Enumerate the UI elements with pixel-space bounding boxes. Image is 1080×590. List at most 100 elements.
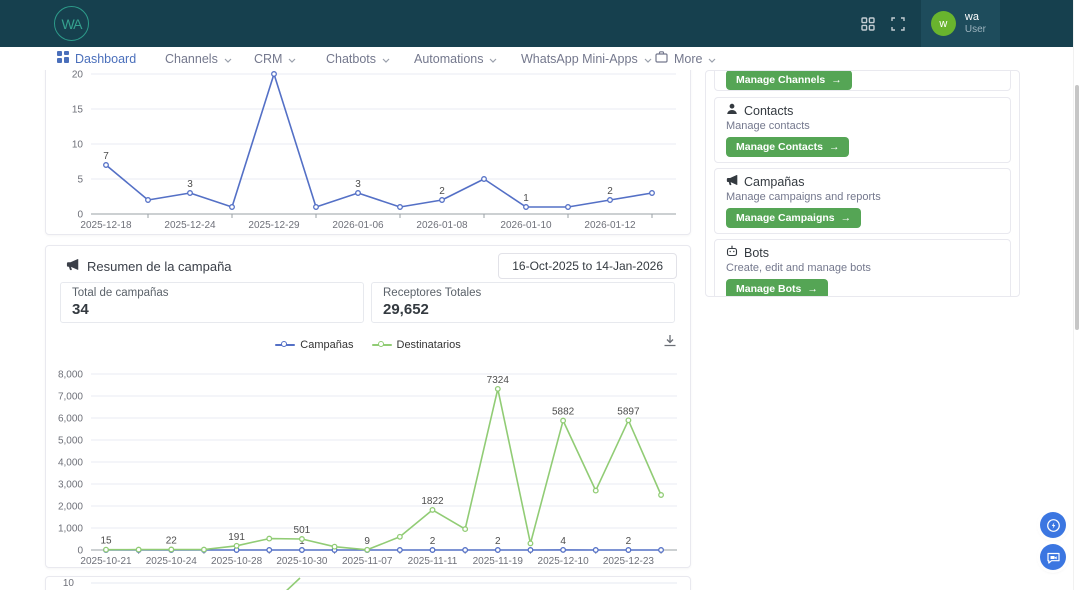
chevron-down-icon xyxy=(224,52,232,66)
svg-text:3: 3 xyxy=(355,179,361,190)
manage-campaigns-button[interactable]: Manage Campaigns → xyxy=(726,208,862,228)
card-description: Create, edit and manage bots xyxy=(726,262,871,274)
chat-fab-button[interactable] xyxy=(1040,544,1066,570)
summary-stats: Total de campañas 34 Receptores Totales … xyxy=(60,282,675,323)
svg-text:8,000: 8,000 xyxy=(58,370,83,381)
dashboard-grid-icon xyxy=(57,51,69,66)
chevron-down-icon xyxy=(489,52,497,66)
campaigns-chart-card: 0 5 10 15 20 2025-12-18 2025-12-24 2025-12-29 20… xyxy=(45,70,691,235)
svg-text:22: 22 xyxy=(166,536,178,547)
svg-text:7: 7 xyxy=(103,151,109,162)
card-description: Manage campaigns and reports xyxy=(726,191,881,203)
svg-text:2025-12-24: 2025-12-24 xyxy=(164,220,216,231)
manage-bots-button[interactable]: Manage Bots → xyxy=(726,279,828,296)
main-menu: Dashboard Channels CRM Chatbots Automati… xyxy=(0,47,1080,70)
card-title: Campañas xyxy=(726,174,999,189)
menu-item-more[interactable]: More xyxy=(655,47,716,70)
card-title: Contacts xyxy=(726,103,999,118)
line-marker-icon xyxy=(371,341,392,349)
partial-line-chart: 10 xyxy=(63,577,677,590)
svg-text:7,000: 7,000 xyxy=(58,392,83,403)
avatar: w xyxy=(930,11,956,36)
svg-text:10: 10 xyxy=(72,140,84,151)
svg-text:3: 3 xyxy=(187,179,193,190)
svg-text:2: 2 xyxy=(439,186,445,197)
svg-text:191: 191 xyxy=(228,532,245,543)
arrow-right-icon: → xyxy=(831,74,842,86)
svg-text:10: 10 xyxy=(63,578,75,589)
svg-text:6,000: 6,000 xyxy=(58,414,83,425)
stat-total-campaigns: Total de campañas 34 xyxy=(60,282,364,323)
svg-text:15: 15 xyxy=(100,536,112,547)
dashboard-content: 0 5 10 15 20 2025-12-18 2025-12-24 2025-12-29 20… xyxy=(0,70,1073,590)
legend-item-campanas[interactable]: Campañas xyxy=(275,339,354,351)
svg-text:2: 2 xyxy=(626,536,632,547)
summary-title: Resumen de la campaña xyxy=(66,258,232,274)
user-role: User xyxy=(964,24,986,35)
svg-text:15: 15 xyxy=(72,105,84,116)
svg-text:5897: 5897 xyxy=(617,406,640,417)
svg-text:2025-11-11: 2025-11-11 xyxy=(408,556,458,567)
card-title: Bots xyxy=(726,245,999,260)
svg-text:5,000: 5,000 xyxy=(58,436,83,447)
page-scrollbar xyxy=(1073,0,1080,590)
manage-contacts-button[interactable]: Manage Contacts → xyxy=(726,137,850,157)
campaigns-line-chart: 0 5 10 15 20 2025-12-18 2025-12-24 2025-12-29 20… xyxy=(72,70,676,231)
app-logo[interactable]: WA xyxy=(54,6,89,41)
svg-text:2026-01-12: 2026-01-12 xyxy=(584,220,636,231)
svg-text:2025-10-24: 2025-10-24 xyxy=(146,556,198,567)
fullscreen-icon[interactable] xyxy=(891,16,905,31)
partial-bottom-chart-card: 10 xyxy=(45,576,691,590)
svg-text:2026-01-08: 2026-01-08 xyxy=(416,220,468,231)
scrollbar-thumb[interactable] xyxy=(1075,85,1079,330)
svg-text:2025-12-10: 2025-12-10 xyxy=(538,556,590,567)
menu-item-crm[interactable]: CRM xyxy=(254,47,296,70)
svg-text:2: 2 xyxy=(607,186,613,197)
app-logo-text: WA xyxy=(61,15,82,32)
apps-grid-icon[interactable] xyxy=(861,16,875,31)
svg-text:9: 9 xyxy=(364,536,370,547)
svg-text:0: 0 xyxy=(77,210,83,221)
menu-item-automations[interactable]: Automations xyxy=(414,47,497,70)
svg-text:4,000: 4,000 xyxy=(58,458,83,469)
download-chart-icon[interactable] xyxy=(663,334,677,351)
svg-text:2025-11-07: 2025-11-07 xyxy=(342,556,393,567)
top-navbar: WA w wa User xyxy=(0,0,1080,47)
svg-text:501: 501 xyxy=(294,525,311,536)
svg-text:1,000: 1,000 xyxy=(58,524,83,535)
quick-actions-panel: Manage Channels → Contacts Manage contact… xyxy=(705,70,1020,297)
chart-legend: Campañas Destinatarios xyxy=(46,336,690,354)
contacts-card: Contacts Manage contacts Manage Contacts… xyxy=(714,97,1011,163)
arrow-right-icon: → xyxy=(828,141,840,153)
chevron-down-icon xyxy=(288,52,296,66)
svg-text:5882: 5882 xyxy=(552,407,575,418)
svg-text:1: 1 xyxy=(523,193,529,204)
card-description: Manage contacts xyxy=(726,120,810,132)
menu-item-whatsapp-mini-apps[interactable]: WhatsApp Mini-Apps xyxy=(521,47,652,70)
menu-item-channels[interactable]: Channels xyxy=(165,47,232,70)
robot-icon xyxy=(726,245,738,260)
menu-item-dashboard[interactable]: Dashboard xyxy=(57,47,136,70)
chevron-down-icon xyxy=(708,52,716,66)
menu-item-chatbots[interactable]: Chatbots xyxy=(326,47,390,70)
user-name: wa xyxy=(964,11,979,23)
svg-text:0: 0 xyxy=(77,546,83,557)
language-flag-icon[interactable] xyxy=(828,18,845,30)
channels-card-partial: Manage Channels → xyxy=(714,71,1011,91)
svg-text:2025-10-30: 2025-10-30 xyxy=(276,556,328,567)
svg-text:2025-10-21: 2025-10-21 xyxy=(80,556,132,567)
stat-total-receivers: Receptores Totales 29,652 xyxy=(371,282,675,323)
svg-text:2025-12-23: 2025-12-23 xyxy=(603,556,655,567)
boost-fab-button[interactable] xyxy=(1040,512,1066,538)
chevron-down-icon xyxy=(644,52,652,66)
arrow-right-icon: → xyxy=(840,212,852,224)
date-range-picker[interactable]: 16-Oct-2025 to 14-Jan-2026 xyxy=(498,253,677,279)
stat-value: 34 xyxy=(72,301,89,318)
svg-text:5: 5 xyxy=(77,175,83,186)
svg-text:2025-10-28: 2025-10-28 xyxy=(211,556,263,567)
user-menu[interactable]: w wa User xyxy=(920,0,1000,47)
svg-text:2025-12-18: 2025-12-18 xyxy=(80,220,132,231)
manage-channels-button[interactable]: Manage Channels → xyxy=(726,71,852,90)
person-icon xyxy=(726,103,738,118)
legend-item-destinatarios[interactable]: Destinatarios xyxy=(371,339,461,351)
